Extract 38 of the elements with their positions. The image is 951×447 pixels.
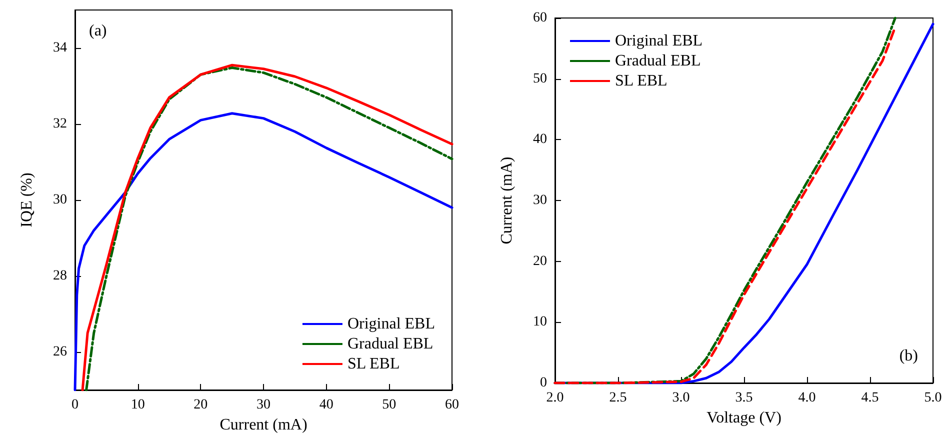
y-tick-label: 32	[53, 116, 67, 132]
x-tick-label: 10	[130, 398, 145, 412]
y-tick-label: 34	[53, 40, 67, 56]
x-tick-label: 50	[382, 398, 396, 412]
x-tick-label: 5.0	[924, 390, 942, 406]
x-tick-label: 4.5	[861, 390, 879, 406]
x-tick-label: 0	[72, 398, 78, 412]
y-tick-label: 20	[533, 254, 547, 269]
x-tick-label: 20	[194, 398, 208, 412]
y-tick-label: 28	[53, 268, 67, 284]
y-tick-label: 50	[533, 71, 547, 86]
x-axis-title: Current (mA)	[220, 416, 308, 434]
x-tick-label: 2.5	[609, 390, 627, 406]
y-axis-title: IQE (%)	[18, 172, 36, 228]
y-tick-label: 60	[533, 10, 547, 26]
legend-label: Gradual EBL	[615, 52, 701, 70]
legend-label: Original EBL	[615, 32, 703, 50]
y-tick-label: 0	[540, 376, 547, 390]
legend-label: SL EBL	[615, 72, 668, 90]
y-tick-label: 40	[533, 132, 547, 148]
y-tick-label: 30	[53, 192, 67, 208]
y-tick-label: 10	[533, 314, 547, 330]
x-tick-label: 4.0	[798, 390, 816, 406]
annotation: (b)	[899, 348, 918, 364]
x-tick-label: 2.0	[546, 390, 564, 406]
legend-label: Original EBL	[347, 316, 436, 332]
annotation: (a)	[89, 22, 107, 40]
x-tick-label: 3.5	[735, 390, 753, 406]
y-tick-label: 26	[53, 344, 67, 360]
x-tick-label: 60	[445, 398, 459, 412]
y-tick-label: 30	[533, 193, 547, 208]
legend-label: SL EBL	[347, 356, 400, 372]
x-tick-label: 40	[319, 398, 334, 412]
legend-label: Gradual EBL	[347, 336, 434, 352]
x-tick-label: 30	[256, 398, 270, 412]
x-axis-title: Voltage (V)	[706, 409, 782, 426]
x-tick-label: 3.0	[672, 390, 690, 406]
y-axis-title: Current (mA)	[498, 156, 516, 244]
